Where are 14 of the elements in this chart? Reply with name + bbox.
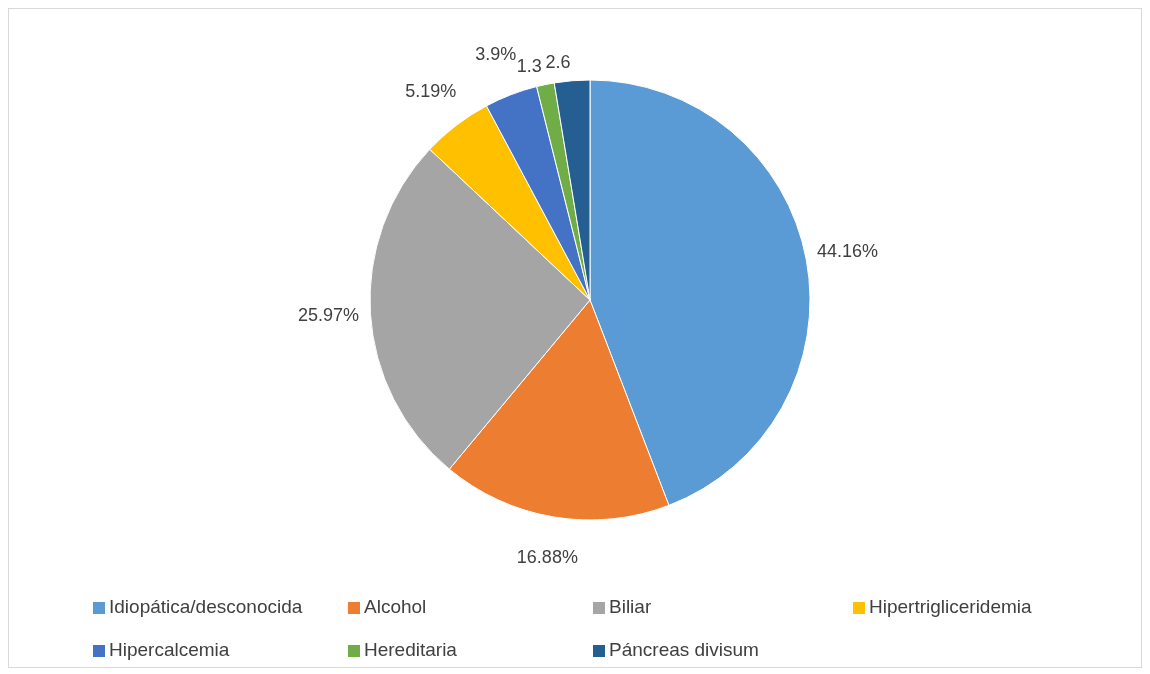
data-label: 25.97% xyxy=(297,304,360,325)
legend-label: Hereditaria xyxy=(364,639,458,661)
data-label: 2.6 xyxy=(545,51,571,72)
legend-label: Biliar xyxy=(609,596,652,618)
data-label: 44.16% xyxy=(817,240,879,261)
legend-label: Idiopática/desconocida xyxy=(109,596,303,618)
data-label: 3.9% xyxy=(475,44,517,65)
legend-label: Alcohol xyxy=(364,596,427,618)
data-label: 1.3 xyxy=(516,55,542,76)
legend-label: Hipercalcemia xyxy=(109,639,230,661)
data-label: 5.19% xyxy=(405,80,457,101)
data-label: 16.88% xyxy=(516,547,578,568)
legend-label: Hipertrigliceridemia xyxy=(869,596,1033,618)
legend-label: Páncreas divisum xyxy=(609,639,759,661)
